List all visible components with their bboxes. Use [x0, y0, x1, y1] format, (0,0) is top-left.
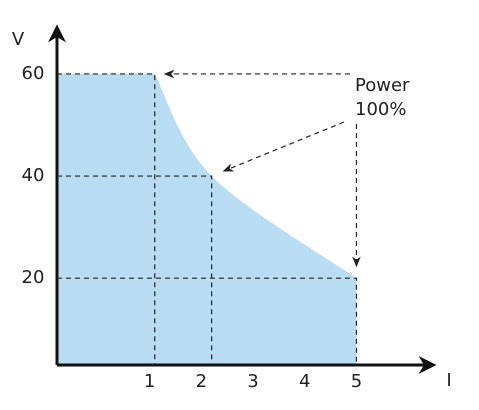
- annotation: 100%: [355, 99, 406, 120]
- x-tick-label: 1: [144, 371, 155, 392]
- y-tick-label: 20: [22, 267, 45, 288]
- annotation-arrow: [222, 121, 345, 172]
- plot: [57, 69, 361, 366]
- x-axis-label: I: [446, 370, 451, 391]
- y-tick-label: 40: [22, 165, 45, 186]
- area: [57, 73, 357, 366]
- guide-line: [57, 175, 213, 365]
- x-tick-label: 5: [351, 371, 362, 392]
- x-tick-label: 4: [299, 371, 310, 392]
- y-axis-label: V: [12, 29, 25, 50]
- annotation: Power: [355, 75, 410, 96]
- guide-line: [57, 277, 358, 365]
- y-tick-label: 60: [22, 63, 45, 84]
- x-tick-label: 3: [247, 371, 258, 392]
- guide-line: [57, 73, 156, 365]
- x-tick-label: 2: [196, 371, 207, 392]
